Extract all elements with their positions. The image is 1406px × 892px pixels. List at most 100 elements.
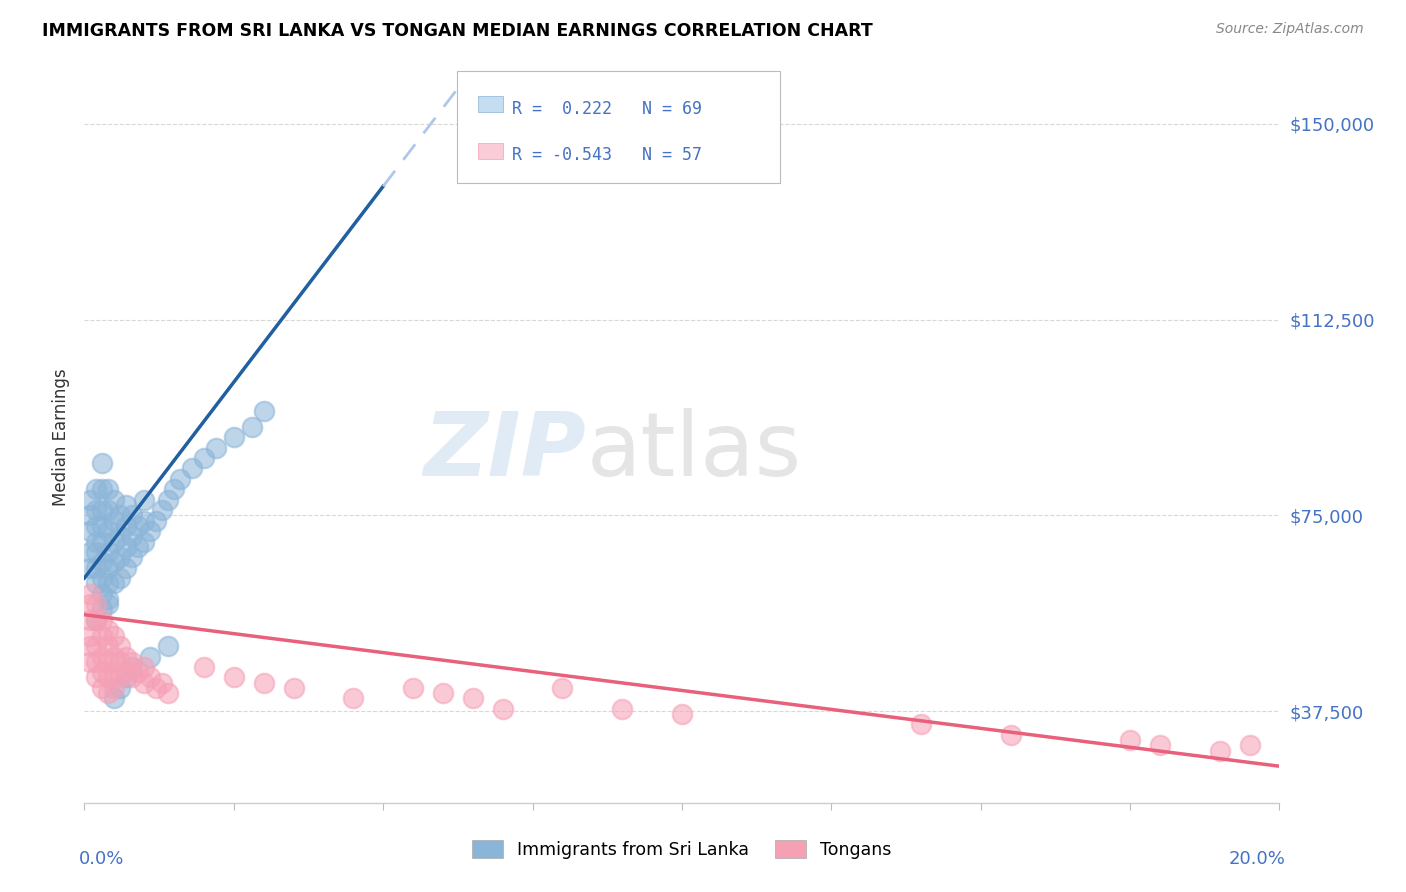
Point xyxy=(97,545,120,559)
Point xyxy=(79,508,101,523)
Point xyxy=(150,675,173,690)
Point xyxy=(91,556,114,570)
Point xyxy=(79,655,101,669)
Text: R =  0.222   N = 69: R = 0.222 N = 69 xyxy=(512,100,702,118)
Point xyxy=(193,660,215,674)
Point xyxy=(79,639,101,653)
Point xyxy=(103,665,125,680)
Point xyxy=(115,560,138,574)
Point xyxy=(181,461,204,475)
Point xyxy=(612,702,634,716)
Point xyxy=(86,519,108,533)
Point xyxy=(121,508,143,523)
Point xyxy=(121,670,143,684)
Point xyxy=(91,629,114,643)
Point xyxy=(103,514,125,528)
Point xyxy=(1000,728,1022,742)
Point xyxy=(910,717,932,731)
Point xyxy=(110,655,132,669)
Point xyxy=(127,540,149,554)
Point xyxy=(103,629,125,643)
Point xyxy=(79,629,101,643)
Point xyxy=(432,686,454,700)
Point xyxy=(86,534,108,549)
Point xyxy=(115,498,138,512)
Point xyxy=(79,545,101,559)
Point xyxy=(139,524,162,538)
Point xyxy=(132,534,156,549)
Point xyxy=(121,660,143,674)
Point xyxy=(139,670,162,684)
Point xyxy=(132,492,156,507)
Point xyxy=(86,483,108,497)
Point xyxy=(91,613,114,627)
Point xyxy=(1209,743,1232,757)
Point xyxy=(110,639,132,653)
Point xyxy=(103,681,125,695)
Point xyxy=(127,665,149,680)
Point xyxy=(86,503,108,517)
Point xyxy=(1239,739,1261,753)
Point xyxy=(86,613,108,627)
Point xyxy=(115,665,138,680)
Point xyxy=(1149,739,1171,753)
Text: 20.0%: 20.0% xyxy=(1229,850,1285,868)
Point xyxy=(79,597,101,611)
Point xyxy=(492,702,515,716)
Point xyxy=(157,639,180,653)
Point xyxy=(91,534,114,549)
Text: atlas: atlas xyxy=(586,409,801,495)
Point xyxy=(121,529,143,543)
Point xyxy=(97,624,120,638)
Y-axis label: Median Earnings: Median Earnings xyxy=(52,368,70,506)
Point xyxy=(551,681,574,695)
Point xyxy=(115,519,138,533)
Point xyxy=(222,430,245,444)
Point xyxy=(110,550,132,565)
Point xyxy=(253,404,276,418)
Point xyxy=(402,681,425,695)
Point xyxy=(97,686,120,700)
Point xyxy=(91,456,114,470)
Point xyxy=(79,613,101,627)
Point xyxy=(91,519,114,533)
Point xyxy=(97,576,120,591)
Text: R = -0.543   N = 57: R = -0.543 N = 57 xyxy=(512,146,702,164)
Point xyxy=(97,597,120,611)
Point xyxy=(103,556,125,570)
Point xyxy=(121,655,143,669)
Point xyxy=(103,576,125,591)
Point xyxy=(91,483,114,497)
Point xyxy=(145,681,167,695)
Point xyxy=(79,524,101,538)
Point xyxy=(79,587,101,601)
Point xyxy=(157,686,180,700)
Point xyxy=(157,492,180,507)
Point xyxy=(86,670,108,684)
Point xyxy=(97,639,120,653)
Point xyxy=(240,419,263,434)
Point xyxy=(86,613,108,627)
Point xyxy=(103,691,125,706)
Point xyxy=(86,655,108,669)
Point xyxy=(115,670,138,684)
Point xyxy=(86,597,108,611)
Point xyxy=(97,592,120,607)
Point xyxy=(121,550,143,565)
Point xyxy=(342,691,364,706)
Point xyxy=(139,649,162,664)
Point xyxy=(132,514,156,528)
Point xyxy=(97,560,120,574)
Point xyxy=(253,675,276,690)
Point xyxy=(132,675,156,690)
Point xyxy=(86,545,108,559)
Point xyxy=(103,649,125,664)
Point xyxy=(205,441,228,455)
Point xyxy=(127,519,149,533)
Point xyxy=(115,649,138,664)
Point xyxy=(671,706,693,721)
Text: 0.0%: 0.0% xyxy=(79,850,124,868)
Text: IMMIGRANTS FROM SRI LANKA VS TONGAN MEDIAN EARNINGS CORRELATION CHART: IMMIGRANTS FROM SRI LANKA VS TONGAN MEDI… xyxy=(42,22,873,40)
Point xyxy=(110,529,132,543)
Point xyxy=(91,571,114,585)
